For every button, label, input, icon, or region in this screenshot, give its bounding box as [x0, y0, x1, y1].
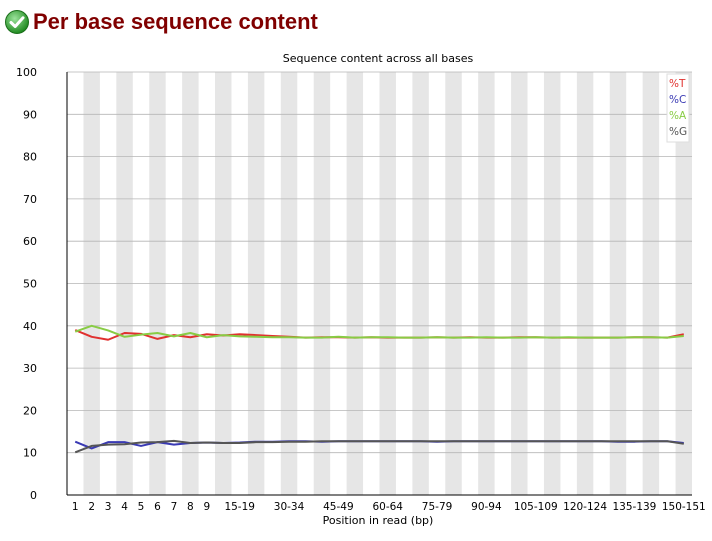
legend: %T %C %A %G	[666, 73, 690, 143]
legend-item: %C	[669, 94, 686, 106]
legend-item: %A	[669, 110, 687, 122]
x-tick-label: 60-64	[372, 501, 403, 513]
x-tick-label: 105-109	[514, 501, 558, 513]
legend-item: %G	[669, 126, 687, 138]
y-tick-label: 100	[16, 66, 37, 79]
y-tick-label: 0	[30, 489, 37, 502]
x-tick-label: 45-49	[323, 501, 354, 513]
chart-title: Sequence content across all bases	[283, 52, 474, 65]
y-tick-label: 50	[23, 278, 37, 291]
y-tick-label: 80	[23, 151, 37, 164]
report-header: Per base sequence content	[4, 6, 318, 38]
x-tick-label: 5	[138, 501, 145, 513]
x-tick-label: 2	[88, 501, 95, 513]
axes: 0 10 20 30 40 50 60 70 80 90 100 1 2 3 4 5 6 7 8 9 15-19 30-3…	[16, 66, 706, 513]
x-tick-label: 135-139	[612, 501, 656, 513]
x-tick-label: 4	[121, 501, 128, 513]
x-axis-label: Position in read (bp)	[323, 514, 434, 527]
legend-item: %T	[669, 78, 686, 90]
y-tick-label: 10	[23, 447, 37, 460]
x-tick-label: 90-94	[471, 501, 502, 513]
x-tick-label: 30-34	[274, 501, 305, 513]
chart-container: 0 10 20 30 40 50 60 70 80 90 100 1 2 3 4 5 6 7 8 9 15-19 30-3…	[0, 44, 712, 537]
page-title: Per base sequence content	[33, 9, 318, 34]
y-tick-label: 30	[23, 362, 37, 375]
x-tick-label: 6	[154, 501, 161, 513]
x-tick-label: 15-19	[224, 501, 255, 513]
x-tick-label: 7	[171, 501, 178, 513]
y-tick-label: 60	[23, 235, 37, 248]
legend-box	[666, 73, 690, 143]
x-tick-label: 75-79	[422, 501, 453, 513]
x-tick-label: 120-124	[563, 501, 607, 513]
x-tick-label: 1	[72, 501, 79, 513]
series-line-pct-g	[74, 439, 684, 454]
series-line-pct-a	[74, 324, 684, 339]
y-tick-label: 70	[23, 193, 37, 206]
sequence-content-chart: 0 10 20 30 40 50 60 70 80 90 100 1 2 3 4 5 6 7 8 9 15-19 30-3…	[16, 52, 706, 527]
y-tick-label: 20	[23, 404, 37, 417]
series-lines	[74, 324, 684, 454]
y-tick-label: 40	[23, 320, 37, 333]
check-icon	[5, 10, 29, 34]
x-tick-label: 8	[187, 501, 194, 513]
x-tick-label: 150-151	[662, 501, 706, 513]
x-tick-label: 3	[105, 501, 112, 513]
x-tick-label: 9	[203, 501, 210, 513]
y-tick-label: 90	[23, 108, 37, 121]
